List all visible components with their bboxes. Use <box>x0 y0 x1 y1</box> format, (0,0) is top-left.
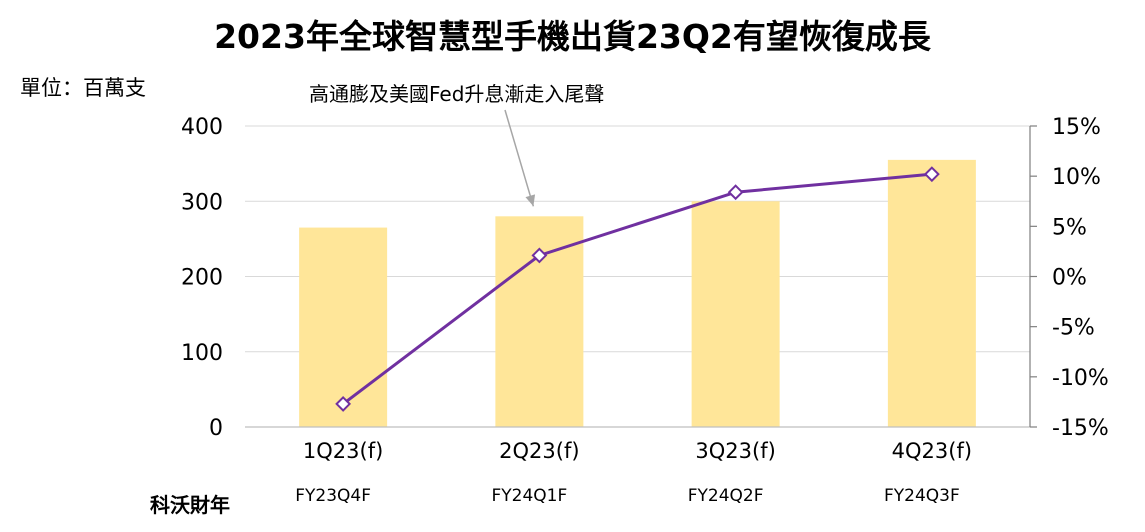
right-tick-label: 0% <box>1052 266 1087 291</box>
category-label: 3Q23(f) <box>695 439 775 463</box>
fiscal-category-label: FY24Q2F <box>688 486 764 506</box>
right-tick-label: 10% <box>1052 165 1101 190</box>
growth-point <box>923 166 940 183</box>
category-label: 4Q23(f) <box>892 439 972 463</box>
left-tick-label: 200 <box>181 266 223 291</box>
left-tick-label: 300 <box>181 190 223 215</box>
growth-point <box>531 247 548 264</box>
category-label: 1Q23(f) <box>303 439 383 463</box>
bar <box>887 159 976 428</box>
fiscal-category-label: FY24Q1F <box>491 486 567 506</box>
right-tick-label: -15% <box>1052 416 1109 441</box>
left-axis-ticks: 0 100 200 300 400 <box>181 115 223 441</box>
right-tick-label: -5% <box>1052 316 1095 341</box>
bar-series <box>299 159 976 428</box>
bar <box>299 227 388 427</box>
left-tick-label: 0 <box>209 416 223 441</box>
growth-point <box>335 396 352 412</box>
annotation: 高通膨及美國Fed升息漸走入尾聲 <box>309 82 604 207</box>
growth-line-series <box>335 166 940 412</box>
category-labels: 1Q23(f) 2Q23(f) 3Q23(f) 4Q23(f) <box>303 439 972 463</box>
annotation-text: 高通膨及美國Fed升息漸走入尾聲 <box>309 82 604 106</box>
unit-label: 單位：百萬支 <box>20 76 146 100</box>
category-label: 2Q23(f) <box>499 439 579 463</box>
chart-title: 2023年全球智慧型手機出貨23Q2有望恢復成長 <box>214 17 931 56</box>
fiscal-year-label: 科沃財年 <box>150 493 230 517</box>
annotation-arrow-line <box>504 109 535 207</box>
right-tick-label: -10% <box>1052 366 1109 391</box>
annotation-arrow-head <box>525 194 536 207</box>
fiscal-category-label: FY23Q4F <box>295 486 371 506</box>
fiscal-category-label: FY24Q3F <box>884 486 960 506</box>
left-tick-label: 400 <box>181 115 223 140</box>
right-tick-label: 5% <box>1052 215 1087 240</box>
left-tick-label: 100 <box>181 341 223 366</box>
fiscal-category-labels: FY23Q4F FY24Q1F FY24Q2F FY24Q3F <box>295 486 960 506</box>
growth-line <box>342 172 933 406</box>
right-axis-ticks: -15% -10% -5% 0% 5% 10% 15% <box>1030 115 1109 441</box>
growth-point <box>727 184 744 201</box>
right-tick-label: 15% <box>1052 115 1101 140</box>
bar <box>691 201 780 427</box>
